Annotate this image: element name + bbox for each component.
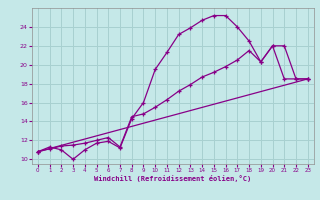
X-axis label: Windchill (Refroidissement éolien,°C): Windchill (Refroidissement éolien,°C)	[94, 175, 252, 182]
